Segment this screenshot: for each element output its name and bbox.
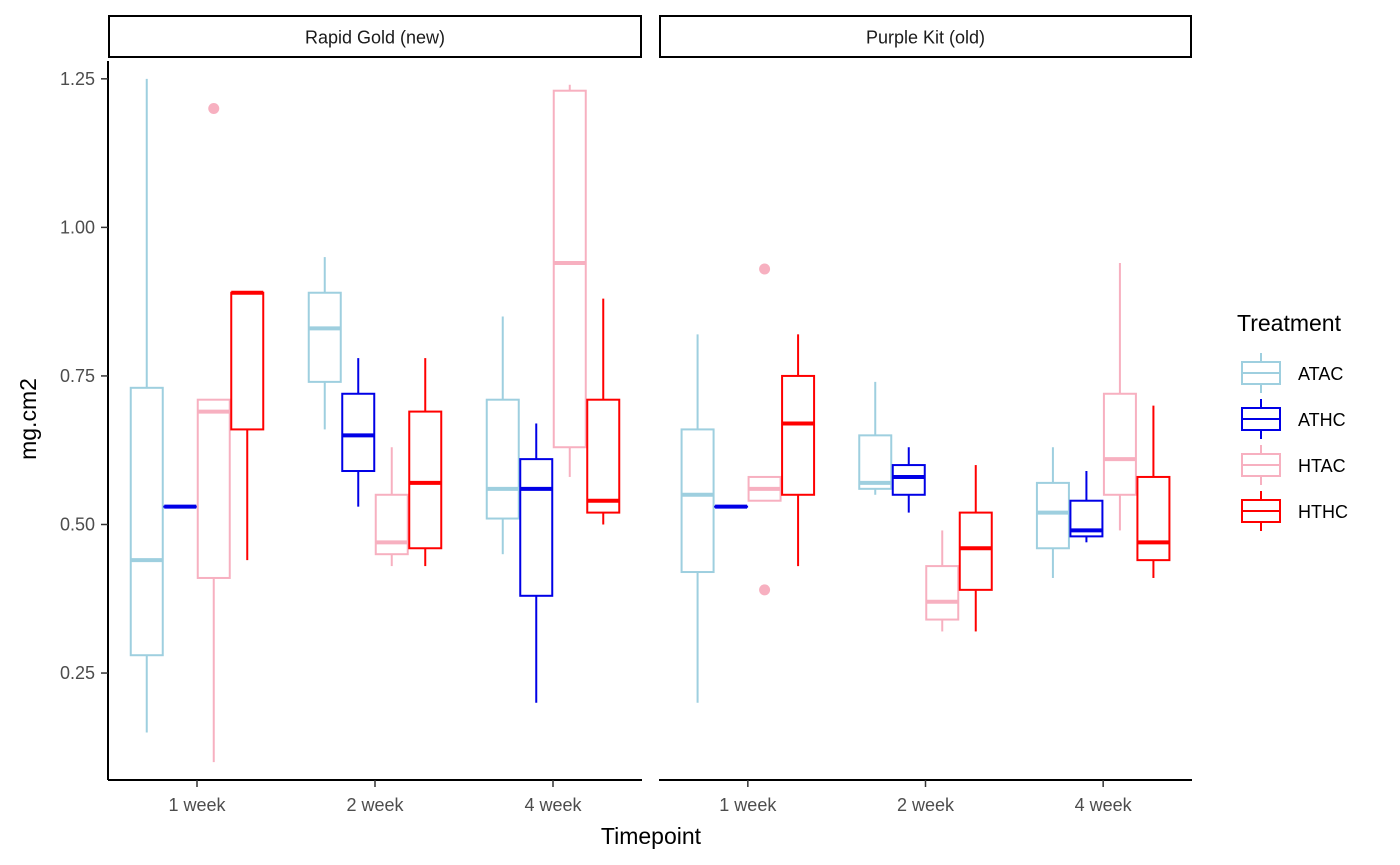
box-atac [485,316,520,555]
panel-2: Purple Kit (old) 1 week 2 week 4 week [659,15,1192,815]
box-body [1035,481,1070,550]
box-htac [552,84,587,477]
legend-item-atac: ATAC [1241,353,1343,393]
box-htac [925,530,960,632]
box-hthc [781,334,816,567]
box-hthc [1136,405,1171,578]
box-athc [519,423,554,703]
box-body [925,565,960,621]
box-hthc [958,465,993,632]
x-tick-label: 1 week [719,795,777,815]
box-body [196,398,231,579]
box-atac [129,78,164,733]
box-body [891,464,926,496]
outlier-point [759,584,771,596]
y-tick-label: 1.25 [60,69,95,89]
legend-label: HTAC [1298,456,1346,476]
y-tick-label: 1.00 [60,217,95,237]
box-htac [196,103,231,763]
x-axis-title: Timepoint [601,823,702,849]
legend: Treatment ATAC ATHC HTAC HTHC [1237,310,1348,531]
box-atac [680,334,715,703]
box-hthc [586,298,621,525]
legend-label: ATAC [1298,364,1343,384]
legend-label: ATHC [1298,410,1346,430]
box-body [341,392,376,473]
box-body [781,374,816,496]
box-htac [374,447,409,567]
box-body [519,458,554,597]
panel-strip [659,15,1192,58]
box-athc [891,447,926,513]
box-body [1102,392,1137,496]
x-tick-label: 4 week [1075,795,1133,815]
box-athc [1069,471,1104,543]
x-tick-label: 2 week [897,795,955,815]
y-axis: 0.25 0.50 0.75 1.00 1.25 [60,61,109,780]
y-tick-label: 0.25 [60,663,95,683]
box-body [586,398,621,514]
box-body [230,291,265,431]
box-body [552,89,587,449]
box-body [858,434,893,490]
box-athc [341,358,376,507]
box-hthc [408,358,443,567]
outlier-point [759,263,771,275]
box-body [958,511,993,591]
box-htac [747,263,782,596]
y-axis-title: mg.cm2 [15,378,41,460]
panel-1: Rapid Gold (new) 1 week 2 week 4 week [108,15,642,815]
legend-title: Treatment [1237,310,1342,336]
box-body [1136,475,1171,562]
x-tick-label: 4 week [524,795,582,815]
y-tick-label: 0.75 [60,366,95,386]
legend-item-hthc: HTHC [1241,491,1348,531]
box-body [485,398,520,520]
box-hthc [230,290,265,561]
legend-item-athc: ATHC [1241,399,1346,439]
panel-strip-title: Rapid Gold (new) [305,28,445,48]
y-tick-label: 0.50 [60,514,95,534]
box-body [680,428,715,574]
x-tick-label: 2 week [346,795,404,815]
box-atac [307,257,342,430]
legend-label: HTHC [1298,502,1348,522]
outlier-point [208,103,220,115]
box-body [307,291,342,383]
box-body [374,493,409,556]
box-atac [1035,447,1070,578]
panels: Rapid Gold (new)1 week 2 week 4 weekPurple… [108,15,1192,815]
panel-strip [108,15,642,58]
panel-strip-title: Purple Kit (old) [866,28,985,48]
box-body [408,410,443,550]
box-htac [1102,263,1137,531]
box-body [129,386,164,657]
x-tick-label: 1 week [168,795,226,815]
legend-item-htac: HTAC [1241,445,1346,485]
box-atac [858,381,893,495]
